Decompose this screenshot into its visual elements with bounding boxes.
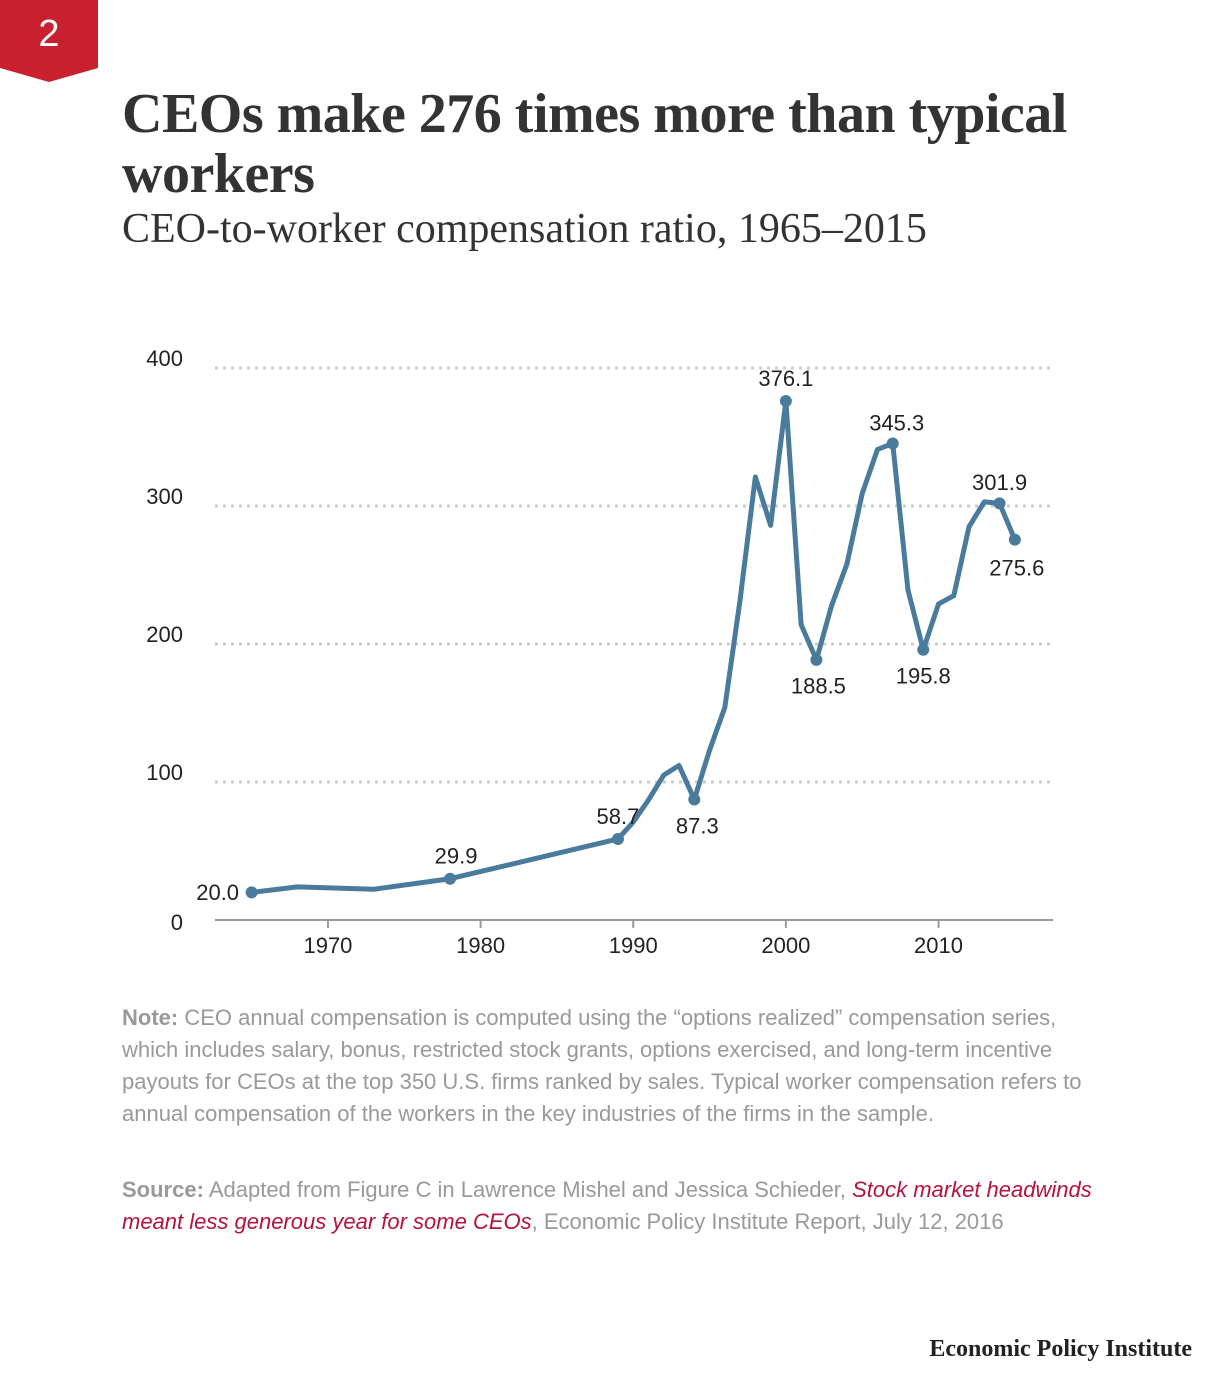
data-label: 29.9 [435, 844, 478, 869]
data-label: 195.8 [896, 664, 951, 689]
chart-title: CEOs make 276 times more than typical wo… [122, 83, 1067, 205]
data-point [886, 437, 899, 450]
data-label: 376.1 [758, 366, 813, 391]
data-point [779, 394, 792, 407]
y-tick-label: 400 [146, 346, 183, 371]
data-label: 20.0 [196, 880, 239, 905]
data-label: 275.6 [989, 555, 1044, 580]
x-tick-label: 1970 [303, 933, 352, 958]
data-point [688, 793, 701, 806]
data-label: 58.7 [597, 804, 640, 829]
note-text: CEO annual compensation is computed usin… [122, 1005, 1082, 1126]
data-point [917, 643, 930, 656]
y-tick-label: 100 [146, 760, 183, 785]
source-link[interactable]: Stock market headwinds meant less genero… [122, 1177, 1092, 1234]
data-point [810, 653, 823, 666]
data-label: 87.3 [676, 813, 719, 838]
x-tick-label: 1980 [456, 933, 505, 958]
chart-subtitle: CEO-to-worker compensation ratio, 1965–2… [122, 206, 927, 252]
data-label: 345.3 [869, 410, 924, 435]
x-tick-label: 2010 [914, 933, 963, 958]
note: Note: CEO annual compensation is compute… [122, 1002, 1102, 1130]
x-tick-label: 1990 [609, 933, 658, 958]
y-tick-label: 0 [171, 910, 183, 935]
data-label: 188.5 [791, 674, 846, 699]
badge: 2 [0, 0, 98, 82]
badge-shape [0, 0, 98, 82]
source: Source: Adapted from Figure C in Lawrenc… [122, 1174, 1102, 1238]
data-point [611, 832, 624, 845]
x-tick-label: 2000 [761, 933, 810, 958]
note-label: Note: [122, 1005, 179, 1030]
source-text: , Economic Policy Institute Report, July… [531, 1209, 1004, 1234]
data-point [444, 872, 457, 885]
source-label: Source: [122, 1177, 204, 1202]
data-point [993, 497, 1006, 510]
badge-number: 2 [38, 13, 59, 55]
data-label: 301.9 [972, 470, 1027, 495]
footer: Economic Policy Institute [929, 1336, 1192, 1362]
chart: 0 100 200 300 400 1970 1980 1990 2000 2010 20.0 29.… [146, 346, 1053, 958]
y-tick-label: 200 [146, 622, 183, 647]
data-point [1008, 533, 1021, 546]
source-text: Adapted from Figure C in Lawrence Mishel… [208, 1177, 846, 1202]
data-point [245, 886, 258, 899]
y-tick-label: 300 [146, 484, 183, 509]
